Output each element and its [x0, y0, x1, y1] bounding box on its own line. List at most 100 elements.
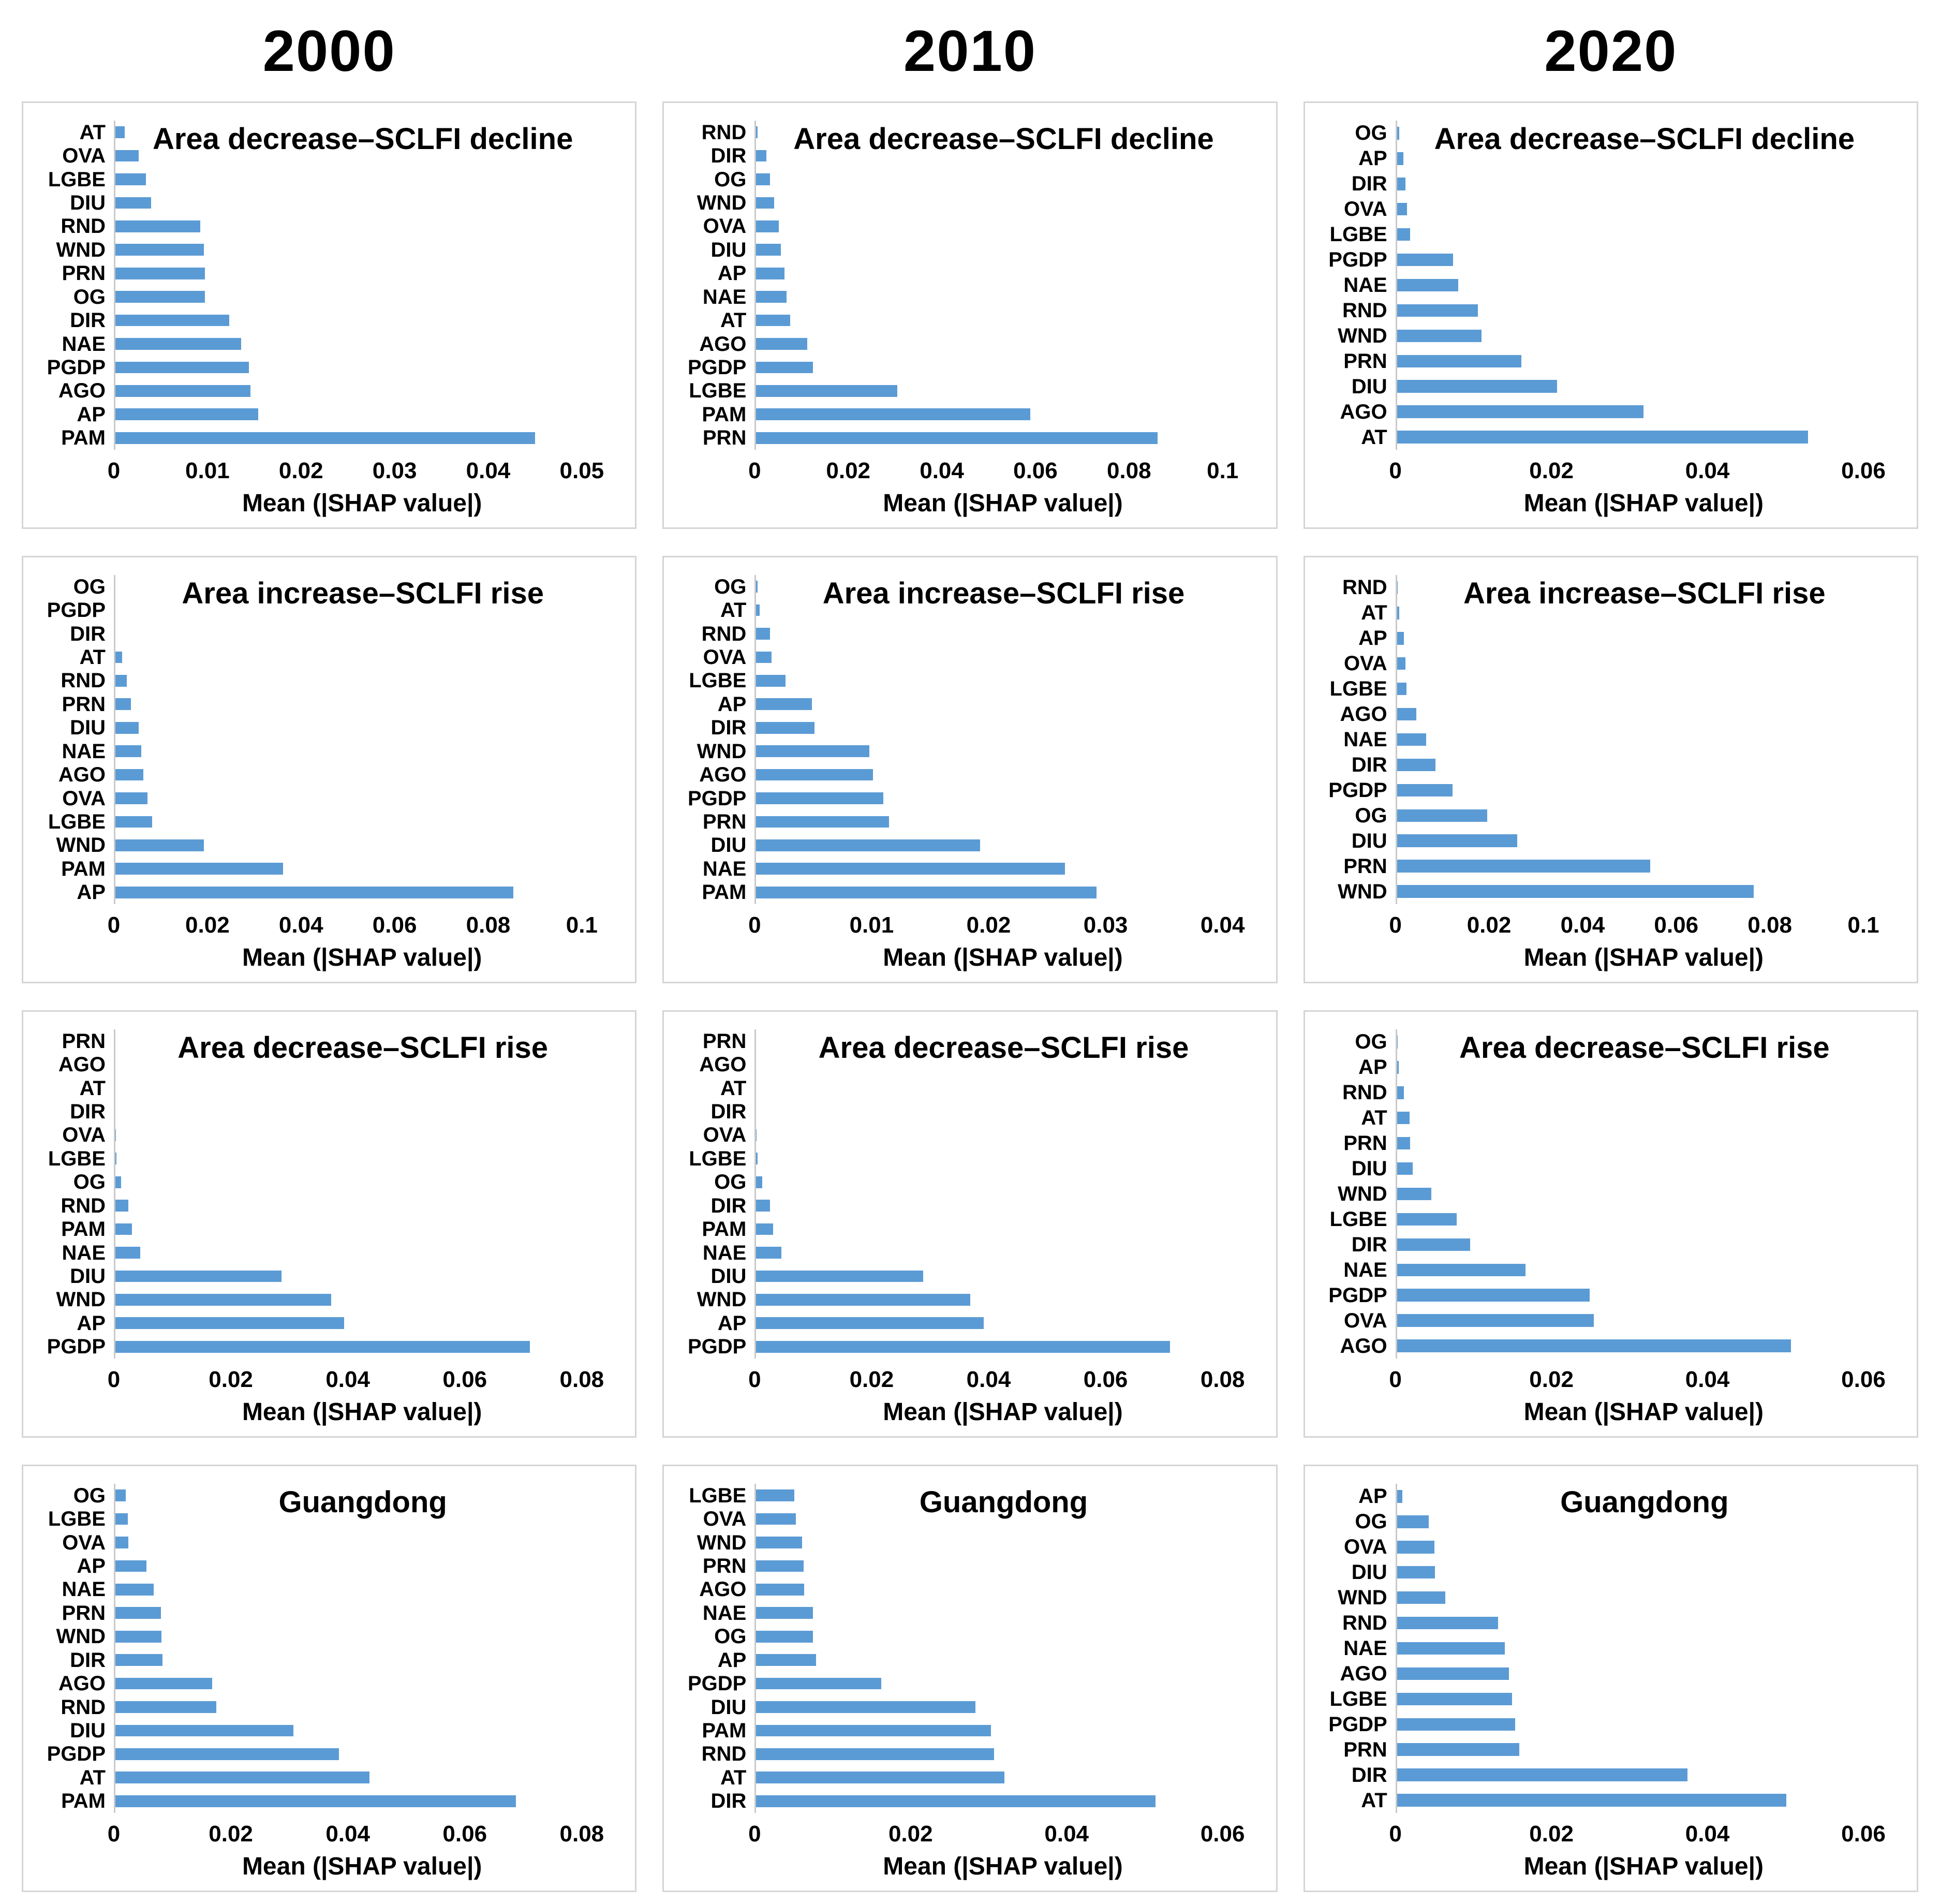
bar-row [115, 1264, 582, 1288]
x-tick-label: 0 [107, 1821, 121, 1847]
category-label: DIU [1351, 1561, 1387, 1584]
bar-row [1397, 1585, 1863, 1611]
category-label: AGO [58, 379, 106, 403]
category-axis: OG AT RND OVA LGBE AP DIR WND AGO PGDP PRN DIU NAE PA… [669, 575, 754, 904]
bar-row [756, 285, 1222, 308]
category-label: LGBE [689, 669, 747, 692]
bar [115, 150, 139, 162]
category-label: WND [56, 238, 106, 261]
x-axis: 0 0.02 0.04 0.06 0.08 [748, 1359, 1245, 1392]
category-label: RND [701, 622, 747, 645]
category-label: AT [79, 1076, 106, 1100]
bar [115, 244, 204, 256]
bar-row [115, 1484, 582, 1507]
category-label: AP [1358, 1056, 1387, 1079]
x-axis-label: Mean (|SHAP value|) [883, 1398, 1123, 1426]
x-tick-label: 0 [748, 1367, 761, 1392]
bar [756, 338, 808, 350]
category-label: OG [1355, 1030, 1387, 1054]
plot-area: Area decrease–SCLFI decline [754, 121, 1251, 450]
bar [756, 1317, 984, 1330]
category-label: PRN [1343, 349, 1387, 373]
bar [1397, 733, 1427, 746]
bar-row [756, 645, 1222, 669]
bar [1397, 1137, 1411, 1150]
x-tick-label: 0 [1389, 458, 1402, 483]
category-label: AP [1358, 1485, 1387, 1508]
category-label: DIR [1351, 172, 1387, 196]
bar-row [1397, 702, 1863, 727]
bar-row [115, 356, 582, 379]
plot-area: Area decrease–SCLFI rise [1395, 1029, 1892, 1359]
bar-row [1397, 1711, 1863, 1737]
bar-row [115, 1578, 582, 1601]
chart-panel-2000-3: PRN AGO AT DIR OVA LGBE OG RND PAM NAE DIU WND AP PGD… [22, 1010, 637, 1438]
category-label: PGDP [687, 1335, 747, 1359]
bar-row [1397, 1509, 1863, 1534]
bar [756, 1247, 781, 1259]
bar-row [115, 1743, 582, 1766]
bar-row [1397, 1282, 1863, 1308]
category-label: OG [73, 575, 106, 598]
bar [115, 839, 204, 851]
category-label: LGBE [1329, 1687, 1387, 1710]
bar-row [756, 575, 1222, 598]
category-label: AT [1361, 601, 1387, 625]
bar-row [1397, 651, 1863, 676]
x-axis: 0 0.01 0.02 0.03 0.04 [748, 904, 1245, 938]
bar [1397, 1238, 1470, 1251]
bar-row [1397, 676, 1863, 702]
bar [115, 1270, 282, 1282]
category-label: RND [701, 121, 747, 144]
bar [756, 1772, 1004, 1784]
bar [756, 432, 1158, 444]
chart-panel-2010-4: LGBE OVA WND PRN AGO NAE OG AP PGDP DIU PAM RND AT DI… [662, 1465, 1278, 1892]
bar-row [115, 285, 582, 308]
bar [115, 1724, 293, 1737]
category-label: AGO [699, 1578, 747, 1601]
chart-panel-2000-1: AT OVA LGBE DIU RND WND PRN OG DIR NAE PGDP AGO AP PA… [22, 101, 637, 529]
bar-row [115, 763, 582, 786]
bar-row [1397, 1686, 1863, 1711]
bar [115, 1200, 128, 1212]
bar-row [1397, 222, 1863, 247]
bar [115, 863, 283, 875]
category-label: DIU [710, 238, 747, 261]
category-label: PAM [61, 426, 106, 450]
x-tick-label: 0.03 [1083, 912, 1128, 938]
bar-row [1397, 752, 1863, 777]
bar [1397, 860, 1651, 873]
category-label: AT [720, 1766, 747, 1789]
category-label: LGBE [48, 1147, 106, 1170]
bar [756, 126, 758, 139]
bar [1397, 1541, 1434, 1554]
bar [756, 651, 772, 663]
x-axis: 0 0.02 0.04 0.06 [748, 1813, 1245, 1847]
category-axis: LGBE OVA WND PRN AGO NAE OG AP PGDP DIU PAM RND AT DI… [669, 1484, 754, 1813]
bar-row [756, 1672, 1222, 1695]
bar-row [115, 1695, 582, 1719]
bar-row [1397, 777, 1863, 803]
x-tick-label: 0.02 [888, 1821, 933, 1847]
bar-row [115, 121, 582, 144]
bar [1397, 1616, 1498, 1630]
bar-row [1397, 1131, 1863, 1156]
category-axis: OG AP RND AT PRN DIU WND LGBE DIR NAE PGDP OVA AGO [1310, 1029, 1396, 1359]
bar-row [1397, 273, 1863, 298]
bar-row [756, 168, 1222, 191]
category-label: PAM [702, 1719, 747, 1742]
bar [1397, 1591, 1445, 1604]
bar [115, 1176, 122, 1188]
bar-row [115, 1288, 582, 1311]
bar-row [756, 1147, 1222, 1170]
category-label: PRN [702, 1029, 747, 1053]
bar [756, 1560, 804, 1572]
bar-row [115, 238, 582, 261]
bar [756, 675, 786, 687]
bar [1397, 1339, 1791, 1352]
x-tick-label: 0.02 [185, 912, 230, 938]
bar-row [1397, 247, 1863, 273]
category-label: OVA [62, 787, 106, 810]
bar [1397, 1692, 1512, 1706]
category-label: DIR [70, 309, 106, 332]
